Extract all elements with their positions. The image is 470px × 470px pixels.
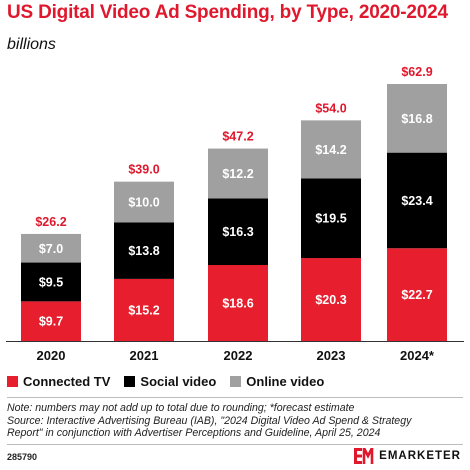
x-tick-label: 2021 xyxy=(130,348,159,363)
bar-segment-social-video xyxy=(21,262,81,302)
legend-item-social-video: Social video xyxy=(124,374,216,389)
bar-value-label: $18.6 xyxy=(222,297,253,311)
legend-label-connected-tv: Connected TV xyxy=(23,374,111,389)
legend-swatch-social-video xyxy=(124,376,136,387)
chart-subtitle: billions xyxy=(7,36,56,53)
emarketer-logo-icon xyxy=(354,448,374,464)
bar-segment-social-video xyxy=(114,222,174,279)
bar-segment-online-video xyxy=(301,120,361,179)
legend-label-social-video: Social video xyxy=(140,374,217,389)
footer-divider xyxy=(7,444,463,445)
bar-segment-online-video xyxy=(208,148,268,199)
bar-value-label: $19.5 xyxy=(315,212,346,226)
bar-segment-connected-tv xyxy=(114,278,174,341)
bar-segment-online-video xyxy=(114,181,174,223)
bar-value-label: $16.3 xyxy=(222,225,253,239)
bar-segment-social-video xyxy=(208,198,268,266)
bar-value-label: $13.8 xyxy=(128,244,159,258)
brand-name: EMARKETER xyxy=(379,450,461,462)
legend: Connected TV Social video Online video xyxy=(7,374,324,389)
bar-value-label: $22.7 xyxy=(401,288,432,302)
bar-value-label: $23.4 xyxy=(401,194,432,208)
bar-value-label: $20.3 xyxy=(315,293,346,307)
bar-value-label: $9.7 xyxy=(39,315,63,329)
bar-value-label: $14.2 xyxy=(315,143,346,157)
bar-value-label: $15.2 xyxy=(128,303,159,317)
legend-swatch-online-video xyxy=(230,376,242,387)
bar-total-label: $39.0 xyxy=(128,163,159,177)
footnote-divider xyxy=(7,397,463,398)
bar-value-label: $7.0 xyxy=(39,242,63,256)
chart-title: US Digital Video Ad Spending, by Type, 2… xyxy=(7,2,448,23)
bar-segment-online-video xyxy=(21,233,81,263)
bar-segment-online-video xyxy=(387,84,447,153)
brand: EMARKETER xyxy=(354,448,461,464)
bar-segment-social-video xyxy=(387,152,447,249)
bar-segment-social-video xyxy=(301,178,361,259)
legend-item-connected-tv: Connected TV xyxy=(7,374,110,389)
footnote-source: Source: Interactive Advertising Bureau (… xyxy=(7,414,412,427)
bar-value-label: $16.8 xyxy=(401,112,432,126)
bar-value-label: $12.2 xyxy=(222,167,253,181)
stacked-bar-chart: $9.7 $9.5 $7.0 $26.2 2020 $15.2 $13.8 $10.0 $39.… xyxy=(6,65,464,363)
bar-segment-connected-tv xyxy=(387,248,447,341)
x-tick-label: 2022 xyxy=(224,348,253,363)
bar-segment-connected-tv xyxy=(21,301,81,341)
legend-item-online-video: Online video xyxy=(230,374,324,389)
footnote-note: Note: numbers may not add up to total du… xyxy=(7,402,355,414)
legend-swatch-connected-tv xyxy=(7,376,18,387)
bar-segment-connected-tv xyxy=(301,258,361,341)
bar-value-label: $10.0 xyxy=(128,196,159,210)
bar-total-label: $62.9 xyxy=(401,65,432,79)
footnote: Note: numbers may not add up to total du… xyxy=(7,402,463,440)
bar-total-label: $47.2 xyxy=(222,130,253,144)
chart-id: 285790 xyxy=(7,452,38,462)
bar-segment-connected-tv xyxy=(208,265,268,341)
legend-label-online-video: Online video xyxy=(246,374,325,389)
x-tick-label: 2023 xyxy=(317,348,346,363)
footnote-source-cont: Report" in conjunction with Advertiser P… xyxy=(7,427,381,439)
bar-total-label: $54.0 xyxy=(315,101,346,115)
bar-value-label: $9.5 xyxy=(39,275,63,289)
bar-total-label: $26.2 xyxy=(35,215,66,229)
x-tick-label: 2024* xyxy=(400,348,435,363)
x-tick-label: 2020 xyxy=(37,348,66,363)
